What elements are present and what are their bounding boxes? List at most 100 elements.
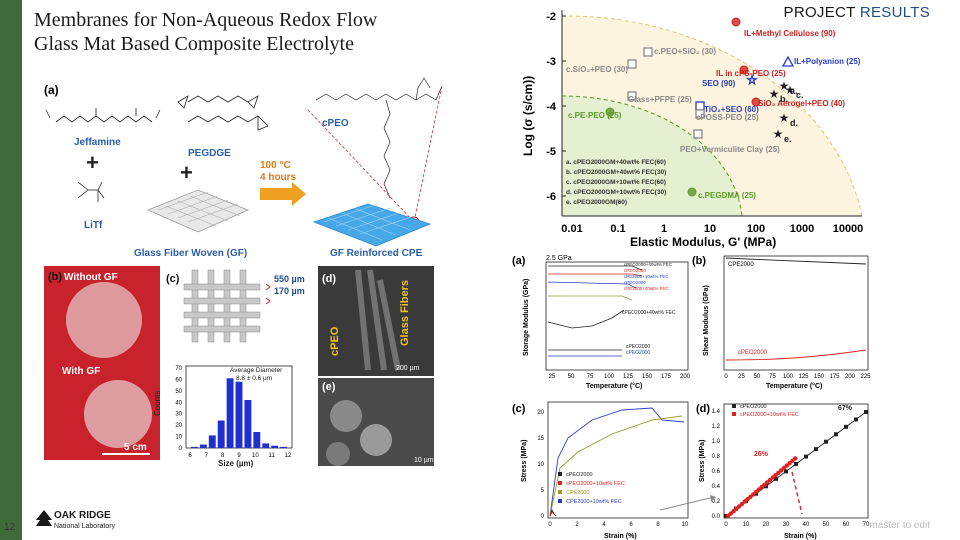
hist-bar (235, 381, 243, 448)
hist-bar (280, 446, 287, 448)
data-point: ☆ (747, 73, 758, 87)
pd-point-black (814, 447, 818, 452)
pc-legend-item: cPEO2000 (566, 472, 593, 478)
pa-legend-item: cPEO2000 (624, 280, 646, 285)
data-point-label: PEO+Vermiculite Clay (25) (680, 145, 780, 154)
pb-xtick: 50 (754, 374, 761, 380)
panel-c-label: (c) (166, 273, 180, 285)
data-point-label: Glass+PFPE (25) (628, 95, 692, 104)
top-ytick: -5 (546, 146, 556, 158)
plus-sign-2: + (180, 160, 193, 185)
glass-fibers-label: Glass Fibers (399, 280, 411, 346)
scale-200um: 200 µm (396, 365, 420, 372)
panel-b-line-red (725, 349, 867, 361)
top-xtick: 10000 (833, 223, 864, 235)
cpeo-vertical-label: cPEO (329, 326, 341, 356)
dim-170: 170 µm (274, 286, 305, 296)
pd-ytick: 0.8 (712, 454, 721, 460)
hist-xlabel: Size (µm) (218, 459, 254, 468)
hist-xtick: 10 (252, 453, 259, 459)
pd-ytick: 1.0 (712, 439, 721, 445)
data-point (751, 97, 761, 107)
without-gf-label: Without GF (64, 272, 118, 283)
plot-frame-c (547, 401, 689, 519)
hist-bar (271, 445, 279, 448)
panel-a-annot3: cPEO2000 (626, 350, 650, 356)
hist-ytick: 50 (175, 389, 182, 395)
marker-star-icon: ★ (779, 79, 790, 93)
marker-star-icon: ★ (779, 111, 790, 125)
data-point-label: cPOSS-PEO (25) (696, 113, 759, 122)
data-point (693, 129, 703, 139)
pa-xtick: 150 (642, 374, 653, 380)
pd-legend-item: cPEO2000+10wt% FEC (740, 412, 799, 418)
panel-b-series-top: CPE2000 (728, 262, 754, 268)
pd-point-black (844, 424, 848, 429)
pd-xtick: 0 (724, 522, 728, 528)
pa-legend-item: cPEO2000 (624, 268, 646, 273)
with-gf-label: With GF (62, 366, 100, 377)
pd-legend-marker (732, 412, 736, 416)
pd-xtick: 70 (863, 522, 870, 528)
hist-xtick: 12 (285, 453, 292, 459)
panel-a-annot: cPEO2000+40wt% FEC (622, 310, 676, 316)
marker-label: e. (784, 134, 792, 144)
hist-xtick: 9 (237, 453, 241, 459)
panel-a-chart-label: (a) (512, 255, 526, 267)
pc-legend-marker (558, 472, 562, 476)
gf-cpe-image (312, 203, 432, 247)
pc-xtick: 6 (629, 522, 633, 528)
section-word: PROJECT (783, 4, 856, 21)
panel-a-corner: 2.5 GPa (546, 255, 572, 262)
panel-a-storage-modulus-chart: (a) 2.5 GPa Storage Modulus (GPa) Temper… (512, 252, 692, 392)
pd-legend-item: cPEO2000 (740, 404, 767, 410)
left-figure: (a) Jeffamine + PEGDGE + LiTf Glass Fibe… (38, 70, 448, 470)
hist-ytick: 20 (175, 423, 182, 429)
panel-d-annot-67: 67% (838, 405, 853, 412)
panel-c-line-red (549, 511, 557, 517)
pegdge-structure (177, 95, 269, 131)
pd-xtick: 10 (743, 522, 750, 528)
panel-a-label: (a) (44, 83, 59, 97)
temp-label: 100 °C (260, 160, 291, 171)
pc-ytick: 20 (537, 410, 544, 416)
tree-icon (36, 510, 52, 526)
pd-ytick: 0.0 (712, 514, 721, 520)
panel-c-chart-label: (c) (512, 403, 526, 415)
plus-sign-1: + (86, 150, 99, 175)
pd-point-black (784, 469, 788, 474)
panel-b-shear-modulus-chart: (b) CPE2000 cPEO2000 Shear Modulus (GPa)… (692, 252, 872, 392)
panel-c-ylabel: Stress (MPa) (521, 440, 528, 482)
pa-xtick: 75 (587, 374, 594, 380)
region-inner-border (561, 95, 743, 217)
pa-series-line (547, 309, 625, 329)
hist-bar (199, 444, 207, 448)
marker-star-icon: ★ (769, 87, 780, 101)
pa-legend-item: cPE2000+10wt% FEC (624, 274, 669, 279)
top-ytick: -4 (546, 101, 557, 113)
panel-d-label: (d) (322, 273, 336, 285)
data-point-label: c.PEO+SiO₂ (30) (654, 47, 716, 56)
data-point (643, 47, 653, 57)
data-point-label: SEO (90) (702, 79, 736, 88)
hist-bar (208, 435, 216, 448)
marker-star-icon: ★ (785, 83, 796, 97)
top-xtick: 0.1 (610, 223, 625, 235)
hist-xtick: 8 (221, 453, 225, 459)
top-xtick: 1 (661, 223, 667, 235)
pc-legend-marker (558, 490, 562, 494)
data-point (739, 65, 749, 75)
pd-point-black (774, 476, 778, 481)
pd-xtick: 50 (823, 522, 830, 528)
litf-label: LiTf (84, 220, 103, 231)
hist-bar (217, 420, 225, 448)
top-ytick: -3 (546, 56, 556, 68)
panel-c-line-blue (549, 407, 685, 517)
pegdge-label: PEGDGE (188, 148, 231, 159)
sem-fiber-2 (360, 424, 392, 456)
hist-bar (191, 446, 198, 448)
pc-ytick: 10 (537, 462, 544, 468)
pa-series-line (548, 265, 643, 271)
scale-5cm: 5 cm (124, 442, 147, 453)
pb-xtick: 125 (798, 374, 809, 380)
